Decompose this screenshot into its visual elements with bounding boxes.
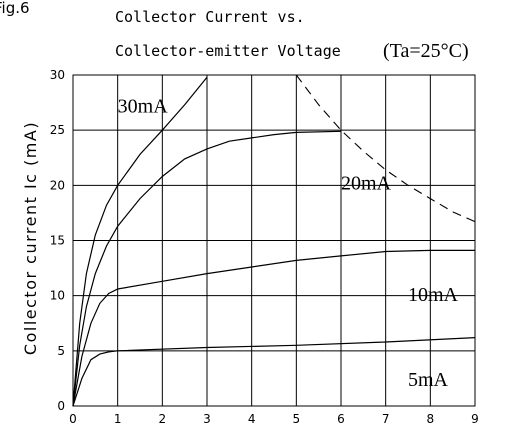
figure-label: Fig.6: [0, 0, 30, 17]
power-limit-curve: [295, 74, 476, 223]
series-line-20mA: [72, 130, 342, 407]
y-axis-label: Collector current Ic (mA): [21, 121, 40, 355]
plot-frame: [72, 74, 476, 407]
series-label-5mA: 5mA: [408, 369, 449, 391]
series-line-5mA: [72, 337, 476, 407]
x-tick-label-7: 7: [382, 412, 390, 426]
y-tick-label-15: 15: [50, 234, 65, 248]
chart-title-line-2: Collector-emitter Voltage: [115, 42, 341, 60]
series-group: [72, 74, 476, 407]
x-tick-label-4: 4: [248, 412, 256, 426]
series-line-10mA: [72, 249, 475, 407]
chart-title-line-1: Collector Current vs.: [115, 8, 305, 26]
tick-labels: 0 1 2 3 4 5 6 7 8 9 0 5 10 15 20 25 30: [50, 68, 479, 426]
y-tick-label-0: 0: [57, 399, 65, 413]
series-label-20mA: 20mA: [341, 173, 392, 195]
x-tick-label-6: 6: [337, 412, 345, 426]
x-tick-label-9: 9: [471, 412, 479, 426]
y-tick-label-25: 25: [50, 123, 65, 137]
x-tick-label-2: 2: [159, 412, 167, 426]
grid: [73, 75, 475, 406]
y-tick-label-10: 10: [50, 289, 65, 303]
x-tick-label-0: 0: [69, 412, 77, 426]
y-tick-label-20: 20: [50, 178, 65, 192]
y-tick-label-5: 5: [57, 344, 65, 358]
y-tick-label-30: 30: [50, 68, 65, 82]
condition-label: (Ta=25°C): [383, 40, 469, 62]
series-label-10mA: 10mA: [408, 284, 459, 306]
x-tick-label-8: 8: [427, 412, 435, 426]
x-tick-label-5: 5: [293, 412, 301, 426]
series-label-30mA: 30mA: [118, 96, 169, 118]
series-line-30mA: [72, 76, 208, 407]
x-tick-label-3: 3: [203, 412, 211, 426]
x-tick-label-1: 1: [114, 412, 122, 426]
series-labels: 30mA 20mA 10mA 5mA: [118, 96, 459, 392]
